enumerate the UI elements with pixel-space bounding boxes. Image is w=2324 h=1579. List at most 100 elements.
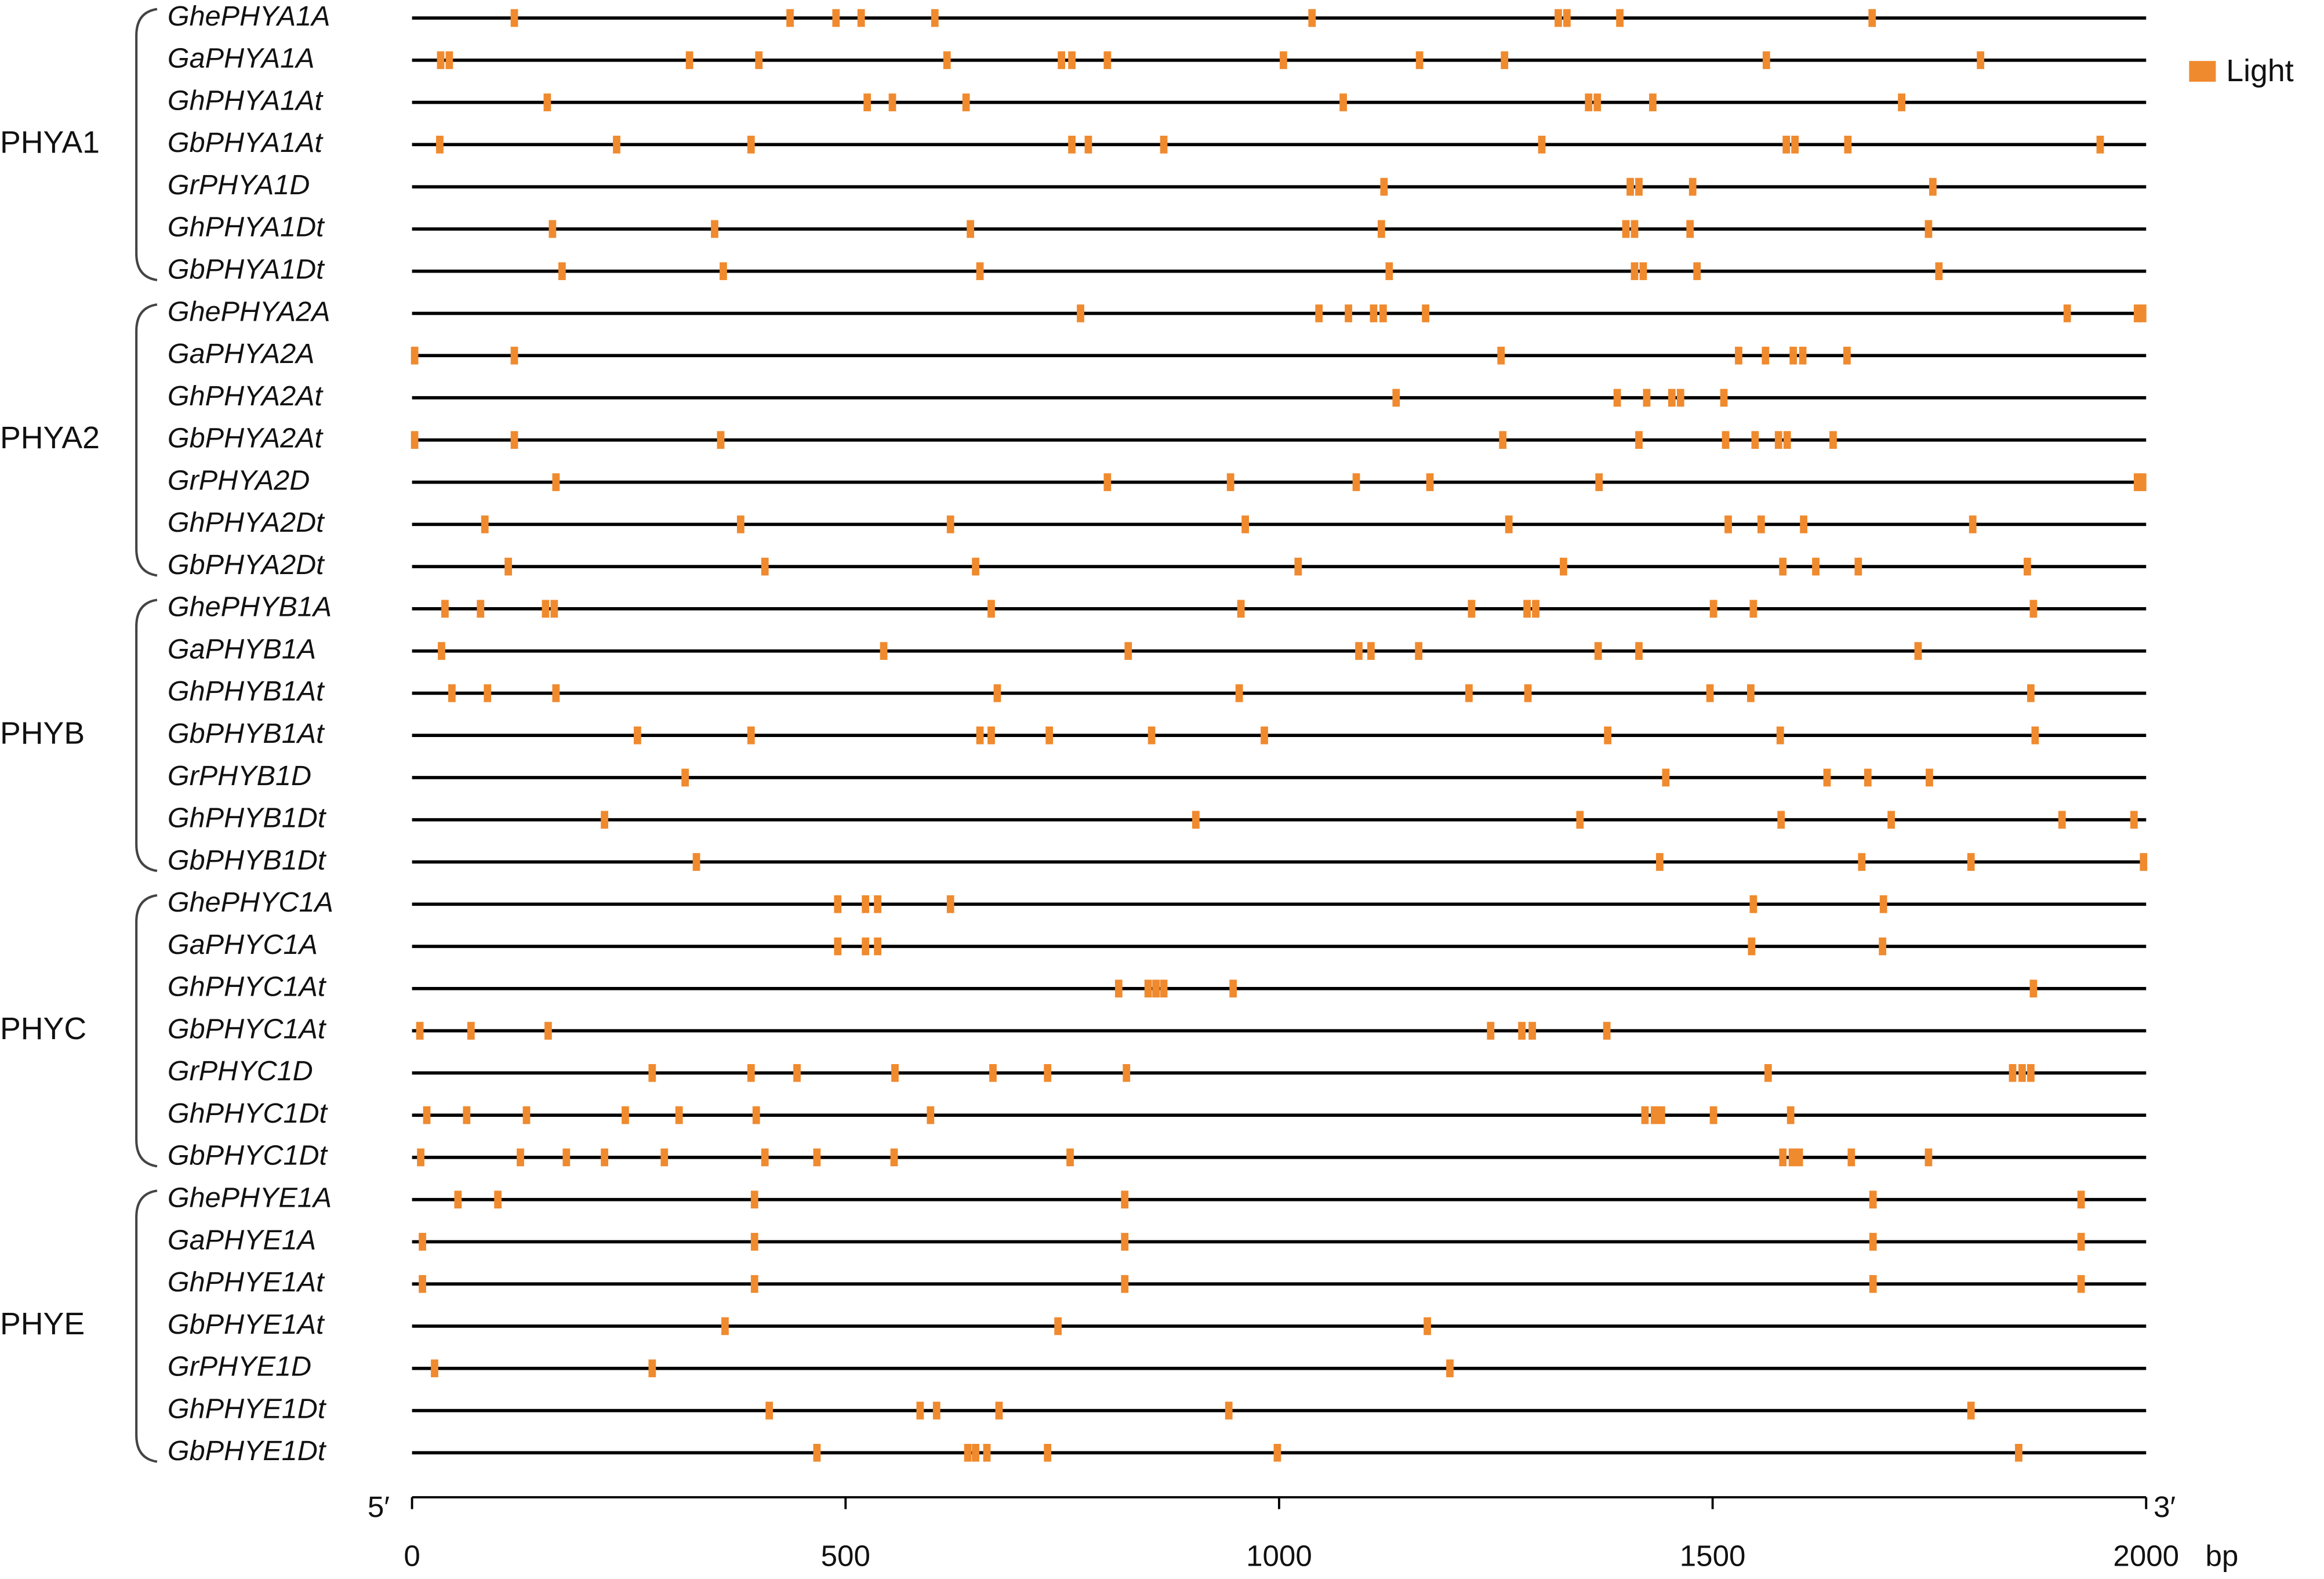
light-element (463, 1106, 471, 1124)
light-element (1967, 853, 1975, 871)
light-element (1528, 1022, 1536, 1040)
light-element (484, 684, 492, 702)
light-element (411, 431, 419, 449)
light-element (862, 937, 870, 956)
light-element (721, 1317, 729, 1335)
light-element (1068, 136, 1076, 154)
light-element (1643, 389, 1651, 407)
light-element (976, 726, 984, 745)
x-tick-label: 2000 (2113, 1539, 2179, 1572)
light-element (1748, 937, 1756, 956)
light-element (1749, 895, 1757, 913)
light-element (750, 1233, 758, 1251)
light-element (2027, 684, 2035, 702)
light-element (1585, 93, 1593, 111)
light-element (932, 1402, 941, 1420)
light-element (989, 1064, 997, 1082)
light-element (1261, 726, 1268, 745)
light-element (1121, 1275, 1129, 1293)
gene-label: GrPHYE1D (168, 1351, 311, 1382)
gene-label: GrPHYA1D (168, 169, 310, 201)
light-element (1225, 1402, 1233, 1420)
light-element (1779, 1148, 1787, 1167)
gene-label: GhePHYA1A (168, 1, 331, 32)
legend-swatch (2189, 61, 2216, 82)
gene-label: GhPHYB1Dt (168, 803, 327, 834)
light-element (1604, 726, 1612, 745)
light-element (1622, 220, 1630, 238)
group-brace (135, 303, 158, 577)
light-element (1651, 1106, 1658, 1124)
light-element (1776, 726, 1784, 745)
gene-label: GaPHYA2A (168, 338, 315, 369)
light-element (916, 1402, 924, 1420)
gene-label: GhPHYA1At (168, 85, 324, 116)
light-element (1926, 768, 1933, 787)
light-element (750, 1275, 758, 1293)
light-element (765, 1402, 774, 1420)
gene-label: GhePHYA2A (168, 296, 331, 327)
light-element (1084, 136, 1092, 154)
light-element (436, 136, 444, 154)
light-element (1144, 979, 1152, 998)
light-element (874, 895, 881, 913)
light-element (1864, 768, 1872, 787)
light-element (1735, 346, 1742, 365)
light-element (1788, 1148, 1796, 1167)
light-element (1044, 1064, 1052, 1082)
light-element (1367, 642, 1375, 660)
light-element (1764, 1064, 1772, 1082)
gene-label: GbPHYB1Dt (168, 844, 327, 876)
light-element (1121, 1233, 1129, 1251)
light-element (888, 93, 896, 111)
light-element (1054, 1317, 1062, 1335)
light-element (550, 600, 558, 618)
light-element (972, 557, 979, 576)
light-element (2096, 136, 2104, 154)
light-element (2138, 473, 2147, 491)
light-element (747, 1064, 755, 1082)
light-element (972, 1443, 979, 1462)
light-element (1869, 1233, 1877, 1251)
light-element (1555, 9, 1562, 27)
light-element (720, 262, 727, 281)
light-element (1914, 642, 1922, 660)
light-element (1044, 1443, 1052, 1462)
light-element (1823, 768, 1831, 787)
light-element (1844, 136, 1852, 154)
light-element (448, 684, 456, 702)
light-element (1594, 642, 1602, 660)
light-element (2029, 600, 2038, 618)
gene-label: GaPHYE1A (168, 1224, 316, 1255)
light-element (1148, 726, 1156, 745)
light-element (1532, 600, 1539, 618)
light-element (1720, 389, 1728, 407)
light-element (504, 557, 512, 576)
light-element (1799, 346, 1807, 365)
light-element (1229, 979, 1237, 998)
group-brace (135, 894, 158, 1168)
light-element (1929, 177, 1937, 196)
light-element (1123, 1064, 1131, 1082)
light-element (1854, 557, 1862, 576)
light-element (1066, 1148, 1074, 1167)
light-element (1415, 642, 1423, 660)
gene-label: GrPHYB1D (168, 760, 311, 792)
light-element (648, 1064, 656, 1082)
light-element (1639, 262, 1647, 281)
gene-label: GbPHYA2At (168, 423, 324, 454)
light-element (1280, 51, 1287, 70)
light-element (1505, 515, 1513, 533)
light-element (931, 9, 939, 27)
gene-label: GhPHYA1Dt (168, 212, 325, 243)
light-element (552, 684, 560, 702)
gene-label: GhPHYE1At (168, 1266, 325, 1298)
light-element (1635, 431, 1643, 449)
light-element (1241, 515, 1250, 533)
light-element (1800, 515, 1807, 533)
light-element (1779, 557, 1787, 576)
gene-label: GhPHYB1At (168, 676, 325, 707)
light-element (1969, 515, 1977, 533)
light-element (675, 1106, 683, 1124)
light-element (1294, 557, 1302, 576)
